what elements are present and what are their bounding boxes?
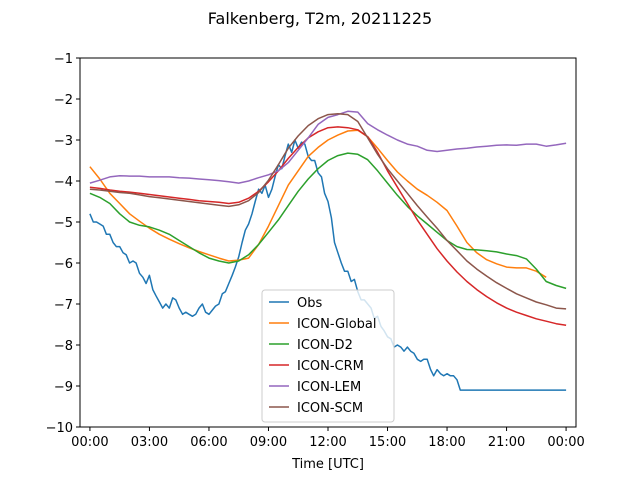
legend-box (261, 289, 395, 423)
y-tick-label: −2 (54, 93, 73, 108)
x-tick-label: 21:00 (488, 435, 525, 450)
x-tick-label: 06:00 (190, 435, 227, 450)
x-tick-label: 00:00 (71, 435, 108, 450)
x-tick-label: 15:00 (369, 435, 406, 450)
x-tick-label: 09:00 (250, 435, 287, 450)
y-tick-label: −5 (54, 216, 73, 231)
chart-title: Falkenberg, T2m, 20211225 (208, 9, 432, 28)
series-line-icon-scm (89, 113, 567, 310)
y-tick-label: −1 (54, 52, 73, 67)
x-tick-label: 03:00 (131, 435, 168, 450)
y-tick-label: −10 (46, 421, 73, 436)
legend-label-obs: Obs (297, 296, 322, 311)
series-line-icon-d2 (89, 152, 567, 290)
legend-label-icon-crm: ICON-CRM (297, 359, 364, 374)
x-axis-label: Time [UTC] (291, 457, 364, 472)
y-tick-label: −3 (54, 134, 73, 149)
y-axis: −10 −9 −8 −7 −6 −5 −4 −3 −2 −1 (46, 52, 80, 436)
legend-label-icon-d2: ICON-D2 (297, 338, 353, 353)
x-tick-label: 18:00 (428, 435, 465, 450)
y-tick-label: −8 (54, 339, 73, 354)
y-tick-label: −6 (54, 257, 73, 272)
legend-label-icon-scm: ICON-SCM (297, 401, 363, 416)
series-line-icon-crm (89, 126, 567, 327)
legend: Obs ICON-Global ICON-D2 ICON-CRM ICON-LEM ICO… (261, 289, 395, 423)
series-line-icon-lem (89, 110, 567, 184)
plot-area (89, 110, 567, 391)
x-tick-label: 12:00 (309, 435, 346, 450)
y-tick-label: −4 (54, 175, 73, 190)
series-line-icon-global (89, 129, 547, 278)
x-axis: 00:00 03:00 06:00 09:00 12:00 15:00 18:00 21:00… (71, 427, 585, 450)
legend-label-icon-lem: ICON-LEM (297, 380, 361, 395)
x-tick-label: 00:00 (547, 435, 584, 450)
y-tick-label: −9 (54, 380, 73, 395)
series-line-obs (89, 139, 567, 391)
legend-label-icon-global: ICON-Global (297, 317, 377, 332)
y-tick-label: −7 (54, 298, 73, 313)
